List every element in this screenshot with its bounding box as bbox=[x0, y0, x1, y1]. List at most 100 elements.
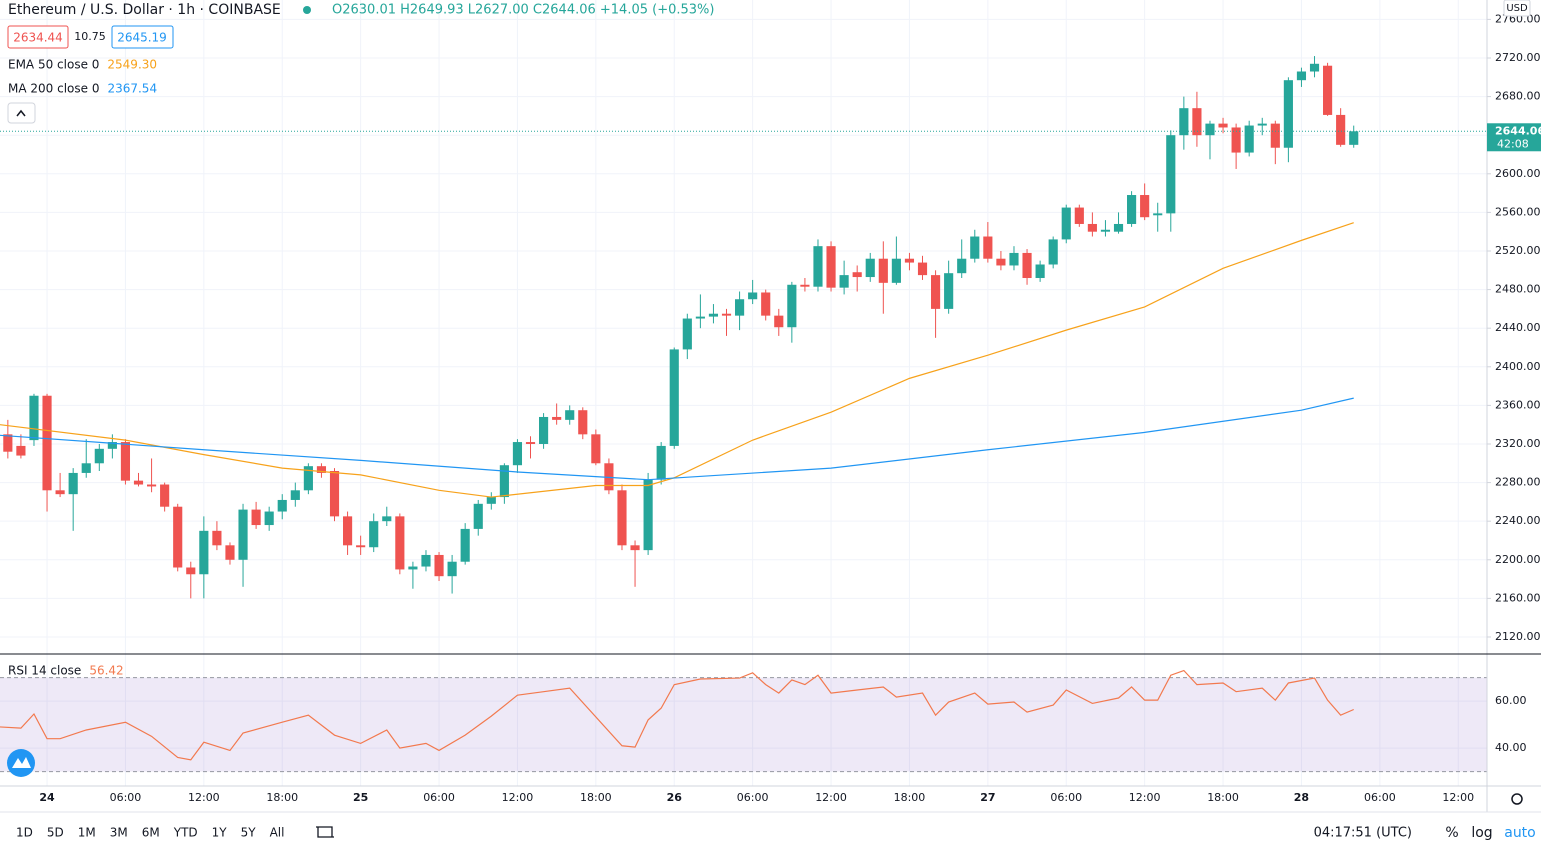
x-tick-label: 06:00 bbox=[1050, 791, 1082, 804]
settings-icon[interactable] bbox=[1511, 793, 1523, 805]
candle-body bbox=[970, 236, 980, 259]
candle-body bbox=[447, 561, 457, 577]
symbol-title: Ethereum / U.S. Dollar · 1h · COINBASE bbox=[8, 2, 281, 18]
indicator-name: MA 200 close 0 bbox=[8, 82, 99, 96]
grid bbox=[0, 0, 1487, 786]
candle-body bbox=[1349, 131, 1359, 145]
candle-body bbox=[290, 490, 300, 500]
candle-body bbox=[1127, 195, 1137, 224]
candle-body bbox=[343, 516, 353, 546]
y-tick-label: 60.00 bbox=[1495, 694, 1527, 707]
x-tick-label: 18:00 bbox=[894, 791, 926, 804]
range-button[interactable]: 1D bbox=[16, 826, 33, 840]
clock: 04:17:51 (UTC) bbox=[1314, 826, 1412, 841]
candle-body bbox=[591, 434, 601, 464]
candle-body bbox=[904, 258, 915, 263]
range-button[interactable]: YTD bbox=[173, 826, 198, 840]
x-tick-label: 12:00 bbox=[1129, 791, 1161, 804]
candle-body bbox=[1309, 63, 1320, 72]
y-tick-label: 2360.00 bbox=[1495, 398, 1541, 411]
candle-body bbox=[1270, 123, 1280, 148]
y-tick-label: 2200.00 bbox=[1495, 553, 1541, 566]
candle-body bbox=[983, 236, 993, 259]
candle-body bbox=[1336, 114, 1346, 145]
candle-body bbox=[486, 497, 496, 504]
candle-body bbox=[120, 442, 131, 481]
indicator-value: 2367.54 bbox=[107, 82, 157, 96]
candle-body bbox=[1205, 123, 1215, 136]
candle-body bbox=[356, 545, 366, 548]
candle-body bbox=[68, 472, 78, 495]
candle-body bbox=[133, 480, 144, 485]
candle-body bbox=[303, 466, 313, 491]
candle-body bbox=[1296, 71, 1307, 81]
candle-body bbox=[369, 521, 379, 548]
currency: USD bbox=[1506, 3, 1528, 14]
range-button[interactable]: 1Y bbox=[212, 826, 228, 840]
y-tick-label: 2320.00 bbox=[1495, 437, 1541, 450]
candle-body bbox=[735, 299, 745, 316]
axes: 24 06:00 12:00 18:00 25 06:00 12:00 18:00 26 06:0… bbox=[8, 12, 1541, 804]
x-tick-label: 24 bbox=[39, 791, 55, 804]
x-tick-label: 12:00 bbox=[815, 791, 847, 804]
y-tick-label: 2280.00 bbox=[1495, 476, 1541, 489]
y-tick-label: 2520.00 bbox=[1495, 244, 1541, 257]
x-tick-label: 12:00 bbox=[1442, 791, 1474, 804]
candle-body bbox=[1022, 252, 1032, 279]
range-button[interactable]: 5Y bbox=[241, 826, 257, 840]
log-toggle[interactable]: log bbox=[1471, 825, 1492, 841]
candle-body bbox=[382, 516, 392, 522]
x-tick-label: 06:00 bbox=[1364, 791, 1396, 804]
logo-mark bbox=[12, 757, 31, 768]
candle-body bbox=[264, 511, 274, 526]
candle-body bbox=[408, 566, 418, 570]
candle-body bbox=[251, 509, 261, 526]
x-tick-label: 18:00 bbox=[266, 791, 298, 804]
y-tick-label: 2240.00 bbox=[1495, 514, 1541, 527]
range-button[interactable]: All bbox=[270, 826, 285, 840]
ohlc-values: O2630.01 H2649.93 L2627.00 C2644.06 +14.… bbox=[332, 3, 714, 18]
candle-body bbox=[225, 545, 235, 560]
currency-box[interactable] bbox=[1503, 0, 1531, 17]
candle-body bbox=[944, 273, 954, 309]
range-button[interactable]: 1M bbox=[78, 826, 96, 840]
x-tick-label: 06:00 bbox=[423, 791, 455, 804]
y-tick-label: 2400.00 bbox=[1495, 360, 1541, 373]
collapse-button[interactable] bbox=[7, 102, 36, 124]
date-range-icon[interactable] bbox=[316, 826, 334, 838]
candle-body bbox=[147, 484, 157, 487]
rsi-title: RSI 14 close bbox=[8, 664, 81, 678]
x-tick-label: 18:00 bbox=[1207, 791, 1239, 804]
candle-body bbox=[499, 465, 509, 498]
range-button[interactable]: 3M bbox=[110, 826, 128, 840]
candle-body bbox=[565, 410, 575, 420]
candle-body bbox=[695, 316, 705, 319]
candle-body bbox=[1074, 207, 1084, 224]
candle-body bbox=[669, 349, 679, 446]
candle-body bbox=[238, 509, 248, 560]
candle-body bbox=[460, 528, 470, 562]
countdown: 42:08 bbox=[1497, 137, 1529, 150]
range-button[interactable]: 6M bbox=[142, 826, 160, 840]
rsi-line bbox=[0, 669, 1354, 761]
candle-body bbox=[42, 395, 52, 491]
percent-toggle[interactable]: % bbox=[1445, 825, 1458, 841]
candle-body bbox=[682, 318, 692, 350]
candle-body bbox=[55, 490, 65, 495]
auto-toggle[interactable]: auto bbox=[1504, 825, 1536, 841]
bid-box[interactable] bbox=[7, 25, 69, 49]
candle-body bbox=[996, 258, 1006, 266]
candle-body bbox=[421, 554, 431, 567]
candle-body bbox=[277, 499, 287, 512]
candle-body bbox=[630, 545, 640, 551]
candle-body bbox=[1061, 207, 1071, 240]
collapse-icon bbox=[16, 109, 26, 117]
candle-body bbox=[525, 442, 536, 444]
candle-body bbox=[957, 258, 967, 274]
indicator-line bbox=[0, 397, 1354, 481]
candle-body bbox=[473, 503, 483, 529]
range-button[interactable]: 5D bbox=[47, 826, 64, 840]
candle-body bbox=[434, 554, 444, 577]
candle-body bbox=[199, 530, 209, 575]
ask-box[interactable] bbox=[111, 25, 174, 49]
